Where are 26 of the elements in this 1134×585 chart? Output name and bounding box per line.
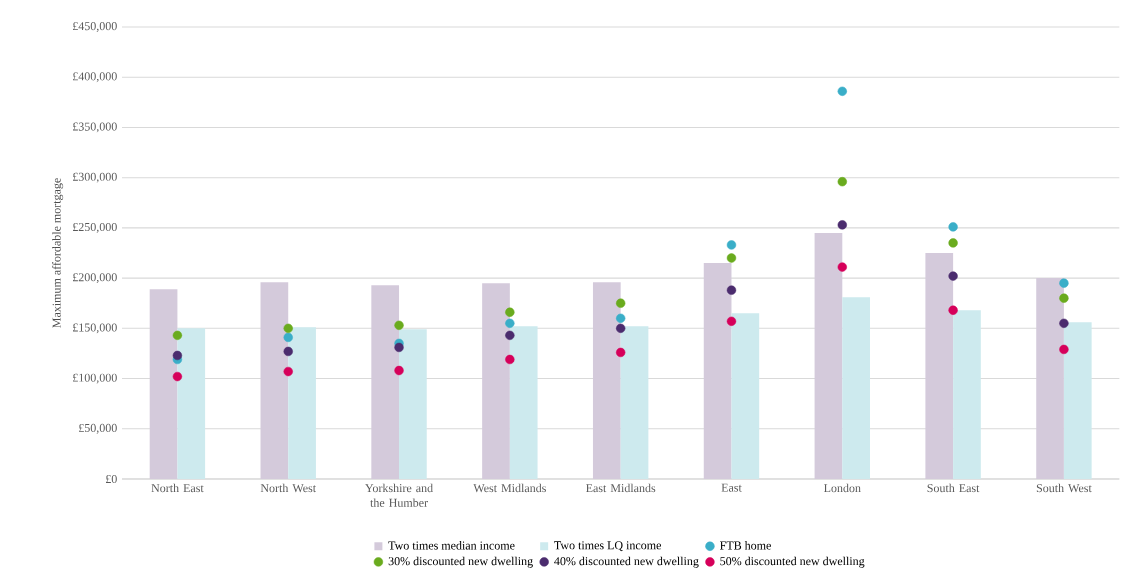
y-tick-label: £150,000 [73,323,117,334]
x-tick-label: East Midlands [586,483,656,493]
x-tick-label: North East [151,483,204,493]
x-tick-label: London [823,483,861,493]
y-tick-label: £350,000 [73,122,117,133]
legend-label: 50% discounted new dwelling [720,556,865,568]
y-tick-label: £250,000 [73,222,117,233]
x-tick-label: Yorkshire and the Humber [365,483,433,507]
legend-label: 40% discounted new dwelling [554,556,699,568]
x-tick-label: East [721,483,742,492]
legend-label: Two times median income [388,541,515,550]
y-tick-label: £100,000 [73,373,117,384]
y-tick-label: £300,000 [73,172,117,183]
x-tick-label: South East [927,483,980,493]
y-tick-label: £400,000 [73,72,117,83]
y-tick-label: £0 [106,474,117,484]
x-tick-label: North West [260,483,317,493]
legend-label: FTB home [720,541,771,550]
y-tick-label: £50,000 [79,423,117,434]
legend-label: Two times LQ income [554,541,661,552]
y-axis-title: Maximum affordable mortgage [52,178,64,328]
x-tick-label: West Midlands [473,483,546,493]
x-tick-label: South West [1036,483,1092,493]
legend-label: 30% discounted new dwelling [388,556,533,568]
y-tick-label: £200,000 [73,273,117,284]
y-tick-label: £450,000 [73,22,117,32]
